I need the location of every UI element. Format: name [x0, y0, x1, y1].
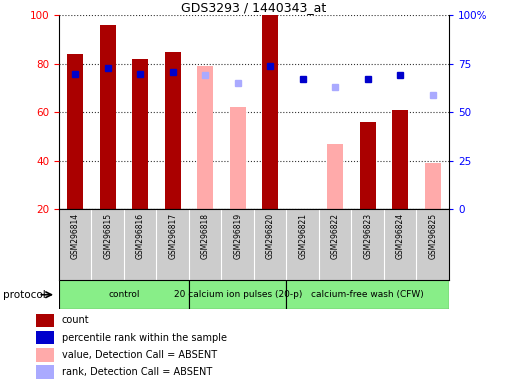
- Bar: [36, 365, 54, 379]
- Text: GSM296823: GSM296823: [363, 213, 372, 259]
- Bar: [100, 25, 116, 209]
- Text: percentile rank within the sample: percentile rank within the sample: [62, 333, 227, 343]
- Text: GSM296819: GSM296819: [233, 213, 242, 259]
- Text: GSM296817: GSM296817: [168, 213, 177, 259]
- Text: GSM296816: GSM296816: [136, 213, 145, 259]
- Bar: [197, 66, 213, 209]
- Text: value, Detection Call = ABSENT: value, Detection Call = ABSENT: [62, 350, 216, 360]
- Text: calcium-free wash (CFW): calcium-free wash (CFW): [311, 290, 424, 299]
- Text: GSM296814: GSM296814: [71, 213, 80, 259]
- Bar: [262, 15, 278, 209]
- Bar: [36, 314, 54, 327]
- Text: count: count: [62, 315, 89, 325]
- Bar: [165, 52, 181, 209]
- Text: GSM296821: GSM296821: [298, 213, 307, 259]
- Bar: [360, 122, 376, 209]
- Text: GSM296825: GSM296825: [428, 213, 437, 259]
- Text: 20 calcium ion pulses (20-p): 20 calcium ion pulses (20-p): [173, 290, 302, 299]
- Bar: [229, 108, 246, 209]
- Text: GSM296820: GSM296820: [266, 213, 274, 259]
- Text: rank, Detection Call = ABSENT: rank, Detection Call = ABSENT: [62, 367, 212, 377]
- Bar: [392, 110, 408, 209]
- Bar: [59, 280, 189, 309]
- Bar: [327, 144, 343, 209]
- Text: GSM296824: GSM296824: [396, 213, 405, 259]
- Text: GSM296818: GSM296818: [201, 213, 210, 259]
- Bar: [67, 54, 83, 209]
- Text: protocol: protocol: [3, 290, 45, 300]
- Bar: [132, 59, 148, 209]
- Text: control: control: [108, 290, 140, 299]
- Text: GSM296822: GSM296822: [331, 213, 340, 259]
- Bar: [286, 280, 449, 309]
- Text: GSM296815: GSM296815: [103, 213, 112, 259]
- Bar: [36, 331, 54, 344]
- Bar: [36, 348, 54, 362]
- Bar: [424, 163, 441, 209]
- Title: GDS3293 / 1440343_at: GDS3293 / 1440343_at: [181, 1, 327, 14]
- Bar: [189, 280, 286, 309]
